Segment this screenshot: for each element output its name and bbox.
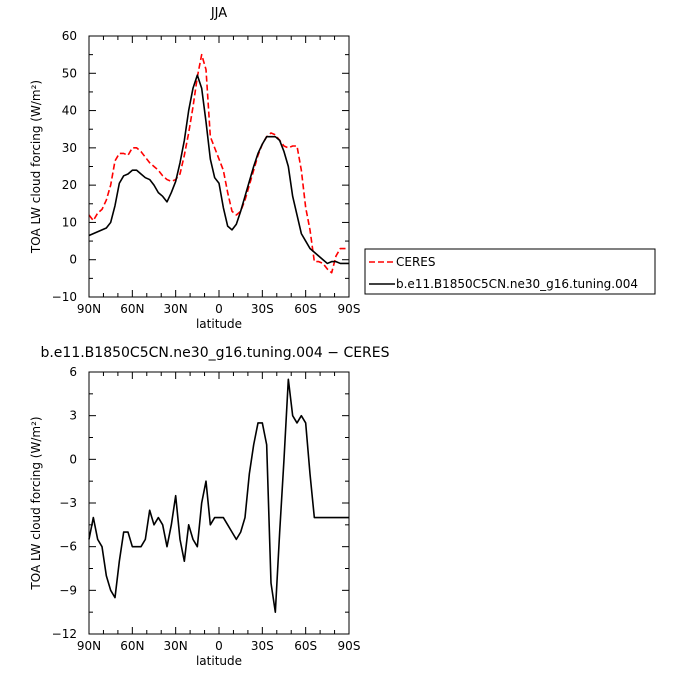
panel1-x-tick-label: 30S — [251, 302, 274, 316]
panel1-x-tick-label: 60S — [294, 302, 317, 316]
panel1-y-tick-label: 20 — [62, 178, 77, 192]
panel2-chart-title: b.e11.B1850C5CN.ne30_g16.tuning.004 − CE… — [40, 345, 389, 361]
panel2-y-tick-label: −12 — [52, 627, 77, 641]
panel2-x-tick-label: 30S — [251, 639, 274, 653]
panel2-y-tick-label: 3 — [69, 409, 77, 423]
panel1-y-tick-label: 10 — [62, 215, 77, 229]
legend-label-1: CERES — [396, 255, 436, 269]
panel2-x-tick-label: 0 — [215, 639, 223, 653]
panel1-x-tick-label: 60N — [120, 302, 144, 316]
panel1-plot-frame — [88, 35, 350, 298]
panel2-plot-frame — [88, 371, 350, 635]
panel1-x-tick-label: 90S — [338, 302, 361, 316]
panel2-y-tick-label: 6 — [69, 365, 77, 379]
panel2-y-tick-label: −3 — [59, 496, 77, 510]
panel1-x-tick-label: 30N — [164, 302, 188, 316]
panel1-y-tick-label: 30 — [62, 141, 77, 155]
panel1-y-tick-label: 40 — [62, 104, 77, 118]
panel1-y-tick-label: −10 — [52, 290, 77, 304]
panel2-x-tick-label: 60N — [120, 639, 144, 653]
panel1-series-line-1 — [88, 53, 349, 274]
panel1-chart-title: JJA — [210, 6, 227, 21]
panel1-y-tick-label: 60 — [62, 29, 77, 43]
panel2-y-tick-label: −6 — [59, 540, 77, 554]
panel1-series-line-2 — [88, 74, 349, 265]
panel2-x-tick-label: 90S — [338, 639, 361, 653]
panel1-y-tick-label: 0 — [69, 253, 77, 267]
panel2-y-tick-label: −9 — [59, 583, 77, 597]
panel1-x-tick-label: 90N — [77, 302, 101, 316]
panel1-x-axis-label: latitude — [196, 317, 242, 331]
panel2-x-tick-label: 60S — [294, 639, 317, 653]
panel2-y-axis-label: TOA LW cloud forcing (W/m²) — [29, 416, 43, 590]
panel2-series-line-1 — [88, 378, 349, 613]
panel2-x-axis-label: latitude — [196, 654, 242, 668]
panel2-y-tick-label: 0 — [69, 452, 77, 466]
panel1-y-axis-label: TOA LW cloud forcing (W/m²) — [29, 80, 43, 254]
panel2-x-tick-label: 30N — [164, 639, 188, 653]
legend-box — [364, 248, 656, 295]
panel2-x-tick-label: 90N — [77, 639, 101, 653]
panel1-y-tick-label: 50 — [62, 66, 77, 80]
panel1-x-tick-label: 0 — [215, 302, 223, 316]
legend-label-2: b.e11.B1850C5CN.ne30_g16.tuning.004 — [396, 277, 638, 291]
